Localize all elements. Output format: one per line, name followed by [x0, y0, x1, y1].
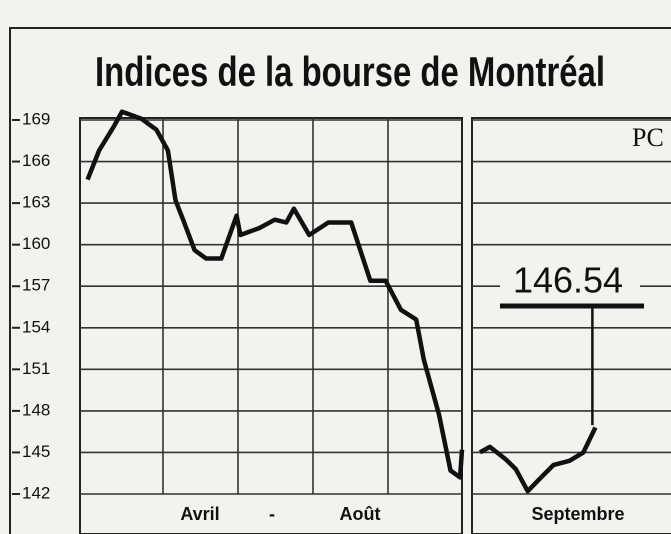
x-label: Août	[340, 504, 381, 524]
right-panel	[471, 117, 671, 534]
y-tick-label: 154	[22, 317, 50, 336]
y-tick-label: 148	[22, 400, 50, 419]
y-tick-label: 157	[22, 276, 50, 295]
left-panel	[79, 117, 463, 534]
y-tick-label: 160	[22, 234, 50, 253]
index-line	[85, 109, 465, 480]
x-label: -	[269, 504, 275, 524]
y-tick-label: 166	[22, 151, 50, 170]
x-label: Septembre	[531, 504, 624, 524]
frame	[9, 27, 671, 534]
index-line	[478, 426, 598, 494]
y-tick-label: 151	[22, 359, 50, 378]
y-tick-label: 142	[22, 483, 50, 502]
y-tick-label: 145	[22, 442, 50, 461]
chart-title: Indices de la bourse de Montréal	[95, 48, 605, 95]
y-tick-label: 163	[22, 193, 50, 212]
corner-label: PC	[632, 123, 664, 152]
annotation-bg	[500, 262, 640, 302]
annotation-label: 146.54	[513, 260, 623, 301]
y-tick-label: 169	[22, 109, 50, 128]
x-label: Avril	[180, 504, 219, 524]
vertical-grid	[162, 118, 389, 494]
